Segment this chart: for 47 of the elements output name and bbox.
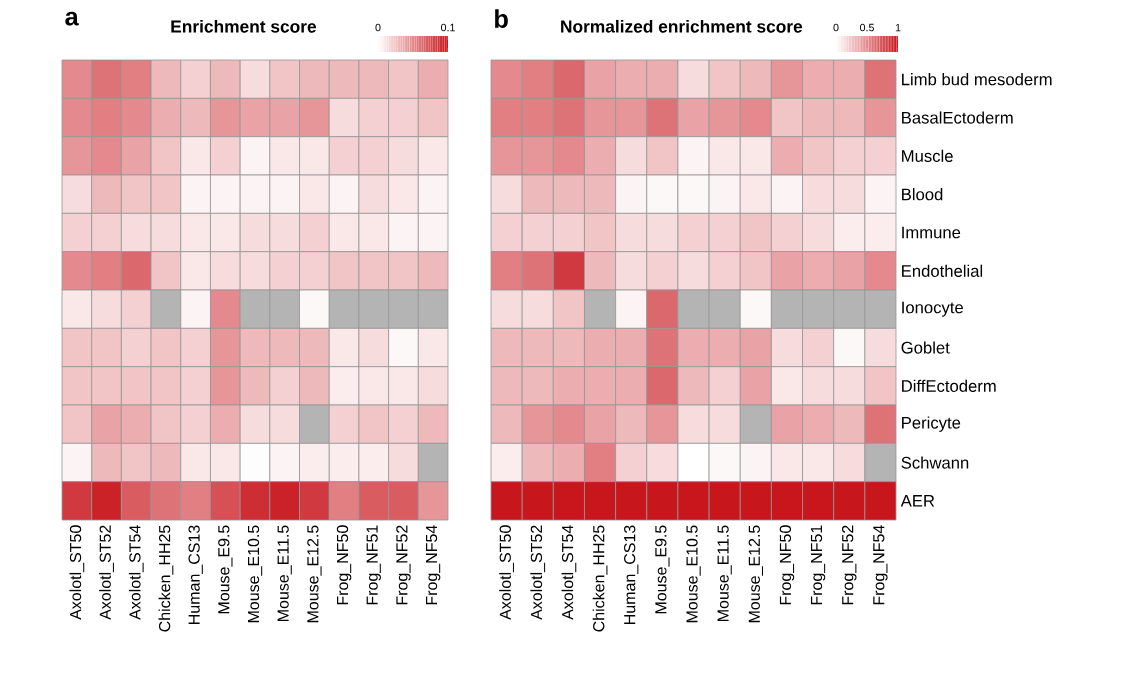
color-bar-label: 0.5 [860,23,874,32]
x-tick-label: Frog_NF50 [779,525,795,605]
x-tick-label: Mouse_E11.5 [277,525,292,621]
x-tick-label: Axolotl_ST50 [499,525,514,620]
y-tick-label: Muscle [902,149,953,162]
x-tick-label: Frog_NF51 [366,525,381,605]
color-bar-label: 0.1 [441,23,455,32]
x-tick-label: Axolotl_ST52 [99,525,114,620]
y-tick-label: Ionocyte [902,301,963,317]
y-tick-label: Schwann [901,456,969,469]
y-tick-label: Pericyte [902,416,961,432]
x-tick-label: Mouse_E12.5 [748,525,763,623]
color-bar-label: 0 [375,23,381,32]
x-tick-label: Human_CS13 [188,525,203,624]
text: a [65,11,79,26]
x-tick-label: Mouse_E10.5 [247,525,263,623]
y-tick-label: Blood [902,188,943,201]
x-tick-label: Frog_NF52 [396,525,411,605]
x-tick-label: Frog_NF51 [810,525,826,605]
color-bar-label: 1 [895,23,901,32]
x-tick-label: Mouse_E9.5 [655,525,670,614]
x-tick-label: Axolotl_ST52 [530,525,546,620]
x-tick-label: Frog_NF54 [426,525,441,605]
x-tick-label: Chicken_HH25 [158,525,174,632]
y-tick-label: Limb bud mesoderm [902,73,1052,86]
x-tick-label: Axolotl_ST54 [128,525,144,620]
x-tick-label: Mouse_E9.5 [218,525,233,614]
chart-title: Normalized enrichment score [561,19,803,33]
y-tick-label: Goblet [901,341,950,354]
color-bar-label: 0 [833,23,839,32]
x-tick-label: Mouse_E12.5 [307,525,322,623]
x-tick-label: Axolotl_ST54 [561,525,577,620]
x-tick-label: Frog_NF52 [842,525,857,605]
x-tick-label: Frog_NF54 [873,525,888,605]
x-tick-label: Frog_NF50 [336,525,352,605]
y-tick-label: AER [900,495,935,507]
x-tick-label: Chicken_HH25 [592,525,608,632]
y-tick-label: BasalEctoderm [902,111,1013,124]
x-tick-label: Axolotl_ST50 [69,525,85,620]
x-tick-label: Human_CS13 [624,525,639,624]
y-tick-label: Immune [902,226,961,239]
y-tick-label: Endothelial [902,264,983,277]
text: b [495,9,508,28]
x-tick-label: Mouse_E11.5 [717,525,732,621]
y-tick-label: DiffEctoderm [902,379,996,392]
chart-title: Enrichment score [171,19,317,33]
x-tick-label: Mouse_E10.5 [686,525,701,623]
